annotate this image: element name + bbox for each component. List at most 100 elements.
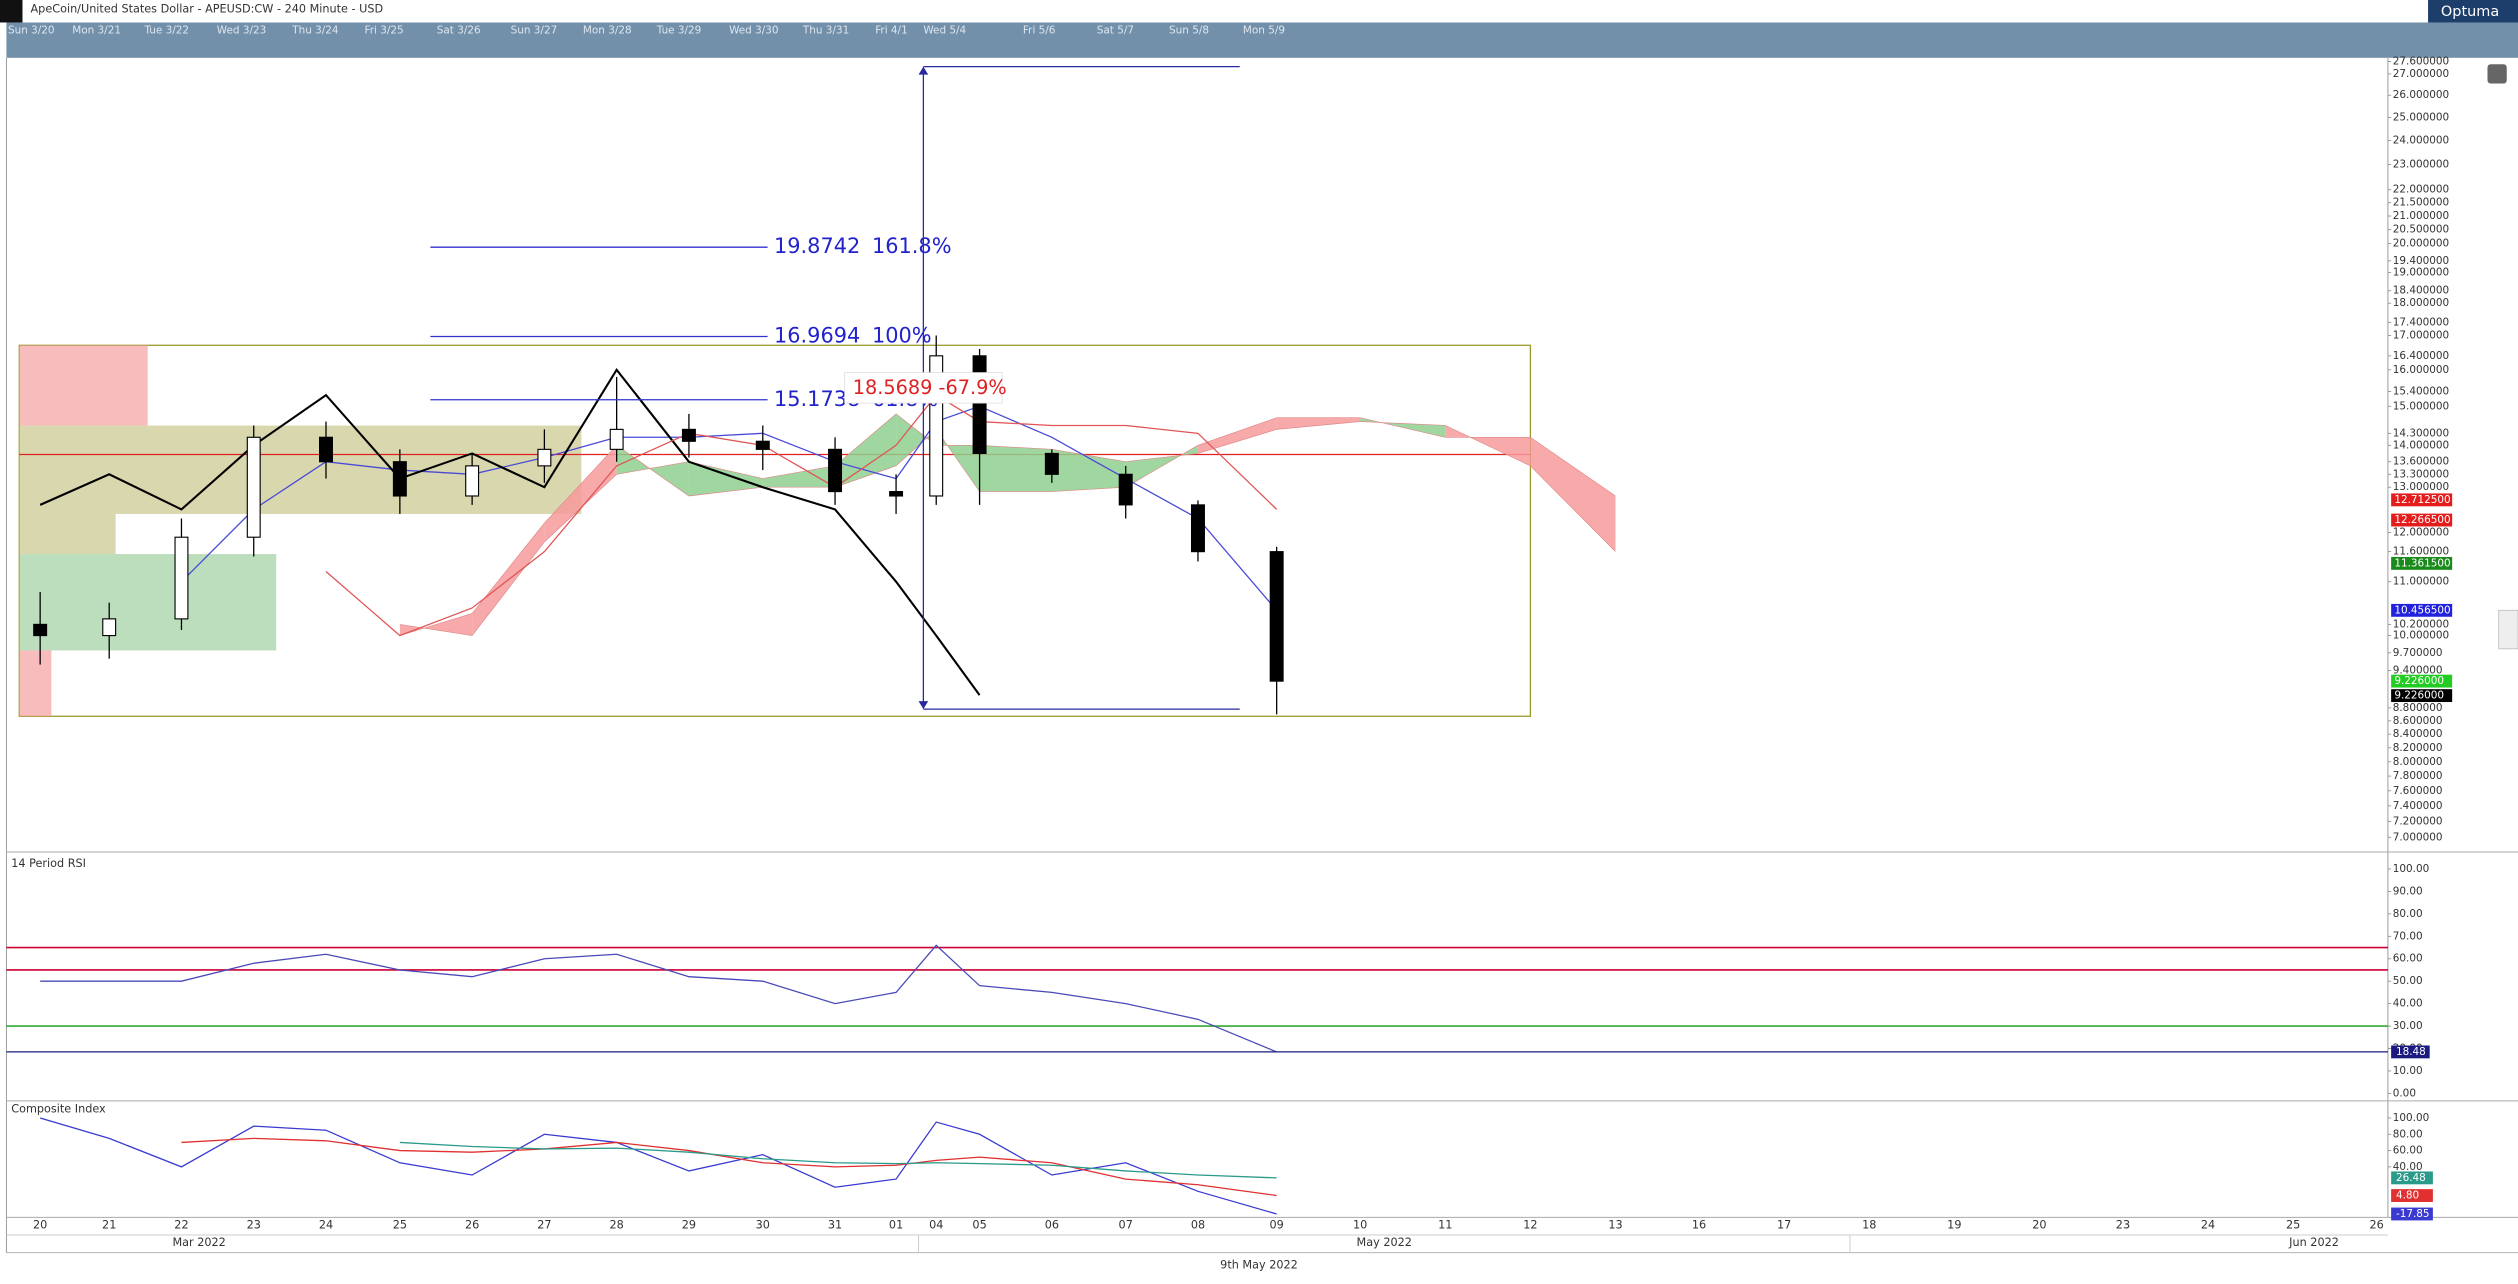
x-tick-label: 16: [1692, 1218, 1706, 1231]
price-tag-label: 9.226000: [2394, 690, 2444, 702]
y-tick-label: 8.800000: [2393, 702, 2443, 714]
candle-body: [246, 436, 261, 538]
date-strip-label: Sat 3/26: [437, 25, 481, 37]
candle-body: [609, 428, 624, 450]
x-tick-label: 30: [756, 1218, 770, 1231]
date-strip-label: Wed 3/30: [729, 25, 778, 37]
price-tag-label: 12.712500: [2394, 494, 2450, 506]
brand-box: [2428, 0, 2518, 23]
candle-body: [537, 448, 552, 467]
lock-icon: [2487, 64, 2507, 84]
measure-label: 18.5689 -67.9%: [853, 376, 1007, 399]
composite-line: [181, 1137, 1277, 1197]
x-tick-label: 27: [537, 1218, 551, 1231]
x-tick-label: 18: [1862, 1218, 1876, 1231]
price-tag: [2391, 556, 2453, 570]
y-tick-label: 11.600000: [2393, 546, 2449, 558]
window-title: ApeCoin/United States Dollar - APEUSD:CW…: [31, 3, 384, 16]
y-tick-label: 100.00: [2393, 1112, 2429, 1124]
y-tick-label: 60.00: [2393, 953, 2423, 965]
candle-body: [1269, 551, 1284, 682]
y-tick-label: 8.600000: [2393, 715, 2443, 727]
candle-body: [681, 428, 696, 442]
x-tick-label: 23: [2116, 1218, 2130, 1231]
date-strip-label: Mon 5/9: [1243, 25, 1285, 37]
date-strip-label: Tue 3/29: [656, 25, 702, 37]
y-tick-label: 15.400000: [2393, 385, 2449, 397]
x-tick-label: 01: [889, 1218, 903, 1231]
fib-price: 16.9694: [774, 324, 860, 348]
y-tick-label: 18.000000: [2393, 297, 2449, 309]
composite-line: [39, 1117, 1277, 1215]
x-tick-label: 07: [1119, 1218, 1133, 1231]
y-tick-label: 22.000000: [2393, 184, 2449, 196]
candle-body: [972, 355, 987, 455]
y-tick-label: 12.000000: [2393, 526, 2449, 538]
brand: Optuma: [2441, 4, 2499, 20]
y-tick-label: 40.00: [2393, 998, 2423, 1010]
date-strip-labels: Sun 3/20 Mon 3/21 Tue 3/22 Wed 3/23 Thu 3/24…: [8, 25, 1285, 37]
x-tick-label: 22: [174, 1218, 188, 1231]
cloud-segment: [1197, 417, 1277, 454]
x-tick-label: 31: [828, 1218, 842, 1231]
y-tick-label: 13.000000: [2393, 481, 2449, 493]
candle-body: [755, 440, 770, 450]
date-strip: [6, 22, 2518, 58]
date-strip-label: Sat 5/7: [1097, 25, 1134, 37]
composite-tag-label: 26.48: [2396, 1172, 2426, 1184]
x-tick-label: 29: [682, 1218, 696, 1231]
cloud-segment: [544, 445, 617, 542]
x-tick-label: 23: [247, 1218, 261, 1231]
y-tick-label: 80.00: [2393, 1128, 2423, 1140]
span-b-line: [399, 417, 1616, 636]
month-label: May 2022: [1357, 1236, 1412, 1249]
y-tick-label: 8.200000: [2393, 742, 2443, 754]
x-tick-label: 25: [393, 1218, 407, 1231]
y-tick-label: 20.000000: [2393, 238, 2449, 250]
fib-price: 19.8742: [774, 234, 860, 258]
composite-line: [399, 1141, 1277, 1179]
month-label: Jun 2022: [2288, 1236, 2339, 1249]
candle-body: [1190, 504, 1205, 553]
fib-label: 161.8%: [872, 234, 952, 258]
y-tick-label: 50.00: [2393, 975, 2423, 987]
price-tag-label: 12.266500: [2394, 514, 2450, 526]
y-tick-label: 16.000000: [2393, 364, 2449, 376]
candle-body: [889, 491, 904, 497]
y-tick-label: 90.00: [2393, 885, 2423, 897]
y-tick-label: 11.000000: [2393, 576, 2449, 588]
price-tag-label: 9.226000: [2394, 675, 2444, 687]
candle-body: [33, 623, 48, 637]
composite-tag-label: 4.80: [2396, 1190, 2419, 1202]
composite-tag: [2391, 1171, 2433, 1185]
side-tab[interactable]: [2498, 609, 2518, 650]
date-strip-label: Fri 4/1: [875, 25, 908, 37]
y-tick-label: 16.400000: [2393, 350, 2449, 362]
date-strip-label: Wed 5/4: [923, 25, 966, 37]
cloud-segment: [1530, 437, 1616, 552]
y-tick-label: 24.000000: [2393, 135, 2449, 147]
y-tick-label: 10.00: [2393, 1065, 2423, 1077]
y-tick-label: 13.300000: [2393, 468, 2449, 480]
x-tick-label: 20: [2032, 1218, 2046, 1231]
profile-block: [19, 650, 52, 717]
x-tick-label: 26: [2370, 1218, 2384, 1231]
x-tick-label: 09: [1270, 1218, 1284, 1231]
date-strip-label: Sun 3/20: [8, 25, 55, 37]
y-tick-label: 7.200000: [2393, 815, 2443, 827]
x-tick-label: 17: [1777, 1218, 1791, 1231]
y-tick-label: 0.00: [2393, 1087, 2416, 1099]
cloud-segment: [896, 413, 937, 466]
x-tick-label: 12: [1523, 1218, 1537, 1231]
date-strip-label: Tue 3/22: [144, 25, 190, 37]
y-tick-label: 30.00: [2393, 1020, 2423, 1032]
x-tick-label: 24: [319, 1218, 333, 1231]
y-tick-label: 27.000000: [2393, 68, 2449, 80]
y-tick-label: 21.000000: [2393, 210, 2449, 222]
footer-date: 9th May 2022: [1220, 1259, 1298, 1272]
price-tag: [2391, 689, 2453, 703]
y-tick-label: 7.600000: [2393, 785, 2443, 797]
y-tick-label: 27.600000: [2393, 55, 2449, 67]
cloud-segment: [762, 465, 836, 488]
